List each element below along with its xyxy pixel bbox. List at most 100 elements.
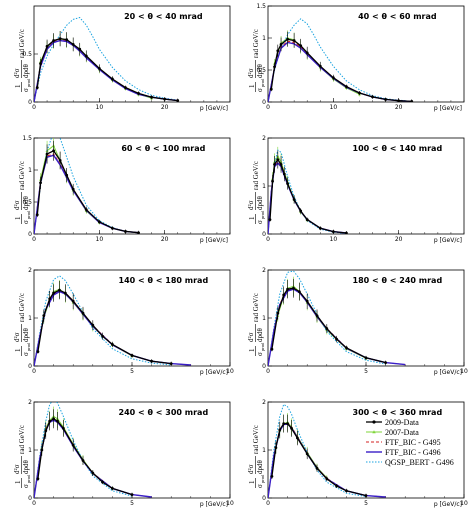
data-point-2009	[84, 208, 88, 212]
ylabel-part: σ	[22, 484, 30, 488]
data-point-2009	[111, 343, 114, 346]
y-tick-label: 1	[262, 447, 266, 454]
series-line-ftf495	[34, 290, 191, 366]
ylabel-part: prod	[260, 210, 265, 219]
x-tick-label: 0	[266, 500, 270, 507]
data-point-2009	[71, 187, 75, 191]
x-tick-label: 10	[96, 236, 104, 243]
x-tick-label: 10	[96, 104, 104, 111]
panel-1: 0 10 20 0 0.5 20 < θ < 40 mrad p [GeV/c] 1σprod…	[13, 5, 231, 112]
x-tick-label: 10	[226, 500, 234, 507]
x-tick-label: 5	[130, 500, 134, 507]
x-axis-label: p [GeV/c]	[434, 105, 462, 112]
data-point-2009	[130, 493, 134, 497]
series-group	[268, 270, 406, 366]
legend-label: 2007-Data	[385, 428, 419, 437]
data-point-2009	[286, 37, 289, 41]
data-point-2009	[325, 327, 329, 330]
ylabel-part: rad GeV/c	[18, 161, 26, 190]
data-point-2009	[97, 220, 101, 224]
data-point-2009	[163, 97, 167, 101]
ylabel-part: prod	[26, 210, 31, 219]
series-line-ftf496	[34, 419, 152, 498]
panel-title: 60 < θ < 100 mrad	[121, 144, 205, 153]
series-line-ftf495	[268, 40, 412, 102]
data-point-2009	[305, 452, 309, 456]
data-point-2009	[276, 158, 280, 162]
data-point-2009	[35, 86, 39, 89]
series-line-ftf496	[268, 162, 347, 234]
x-tick-label: 5	[364, 368, 368, 375]
series-line-ftf495	[34, 418, 152, 498]
data-point-2009	[268, 218, 272, 222]
series-line-ftf496	[34, 290, 191, 366]
series-line-data2009	[270, 38, 412, 102]
ylabel-part: dpdθ	[22, 460, 30, 475]
series-line-data2009	[37, 289, 172, 365]
ylabel-part: dpdθ	[256, 460, 264, 475]
legend-marker	[372, 420, 376, 424]
x-axis-label: p [GeV/c]	[200, 105, 228, 112]
data-point-2009	[42, 314, 46, 317]
x-tick-label: 10	[460, 368, 468, 375]
y-tick-label: 0	[28, 363, 32, 370]
y-tick-label: 2	[262, 267, 266, 274]
series-group	[268, 18, 414, 102]
y-tick-label: 0	[262, 495, 266, 502]
ylabel-part: dpdθ	[256, 196, 264, 211]
data-point-2009	[91, 471, 95, 475]
data-point-2009	[290, 427, 293, 430]
series-line-ftf495	[34, 39, 178, 102]
data-point-2009	[299, 209, 303, 213]
data-point-2009	[45, 44, 49, 48]
series-line-ftf495	[268, 422, 386, 498]
y-tick-label: 0.5	[22, 199, 32, 206]
data-point-2009	[65, 38, 69, 41]
x-tick-label: 5	[130, 368, 134, 375]
ylabel-part: rad GeV/c	[18, 425, 26, 454]
data-point-2009	[48, 419, 52, 423]
ylabel-part: 1	[248, 84, 256, 88]
ylabel-part: d²σ	[13, 68, 21, 78]
panel-3: 0 10 20 0 0.5 1 1.5 60 < θ < 100 mrad p [GeV/c] 1…	[13, 135, 231, 244]
data-point-2009	[276, 49, 280, 53]
data-point-2009	[279, 43, 283, 46]
ylabel-part: d²σ	[247, 332, 255, 342]
ylabel-part: dpdθ	[256, 64, 264, 79]
data-point-2009	[331, 230, 335, 234]
data-point-2009	[71, 443, 75, 447]
series-line-qgsp	[34, 17, 178, 102]
data-point-2009	[299, 44, 303, 48]
data-point-2009	[71, 43, 75, 46]
y-tick-label: 0.5	[22, 51, 32, 58]
ylabel-part: σ	[22, 88, 30, 92]
data-point-2009	[58, 37, 62, 41]
data-point-2009	[137, 91, 140, 95]
ylabel-part: d²σ	[247, 68, 255, 78]
ylabel-part: d²σ	[13, 332, 21, 342]
data-point-2009	[358, 91, 361, 95]
series-line-ftf496	[34, 154, 139, 234]
x-tick-label: 0	[266, 236, 270, 243]
data-point-2009	[273, 163, 276, 166]
ylabel-part: 1	[14, 348, 22, 352]
data-point-2009	[45, 152, 49, 156]
data-point-2009	[101, 480, 104, 484]
data-point-2009	[270, 475, 274, 478]
x-axis-label: p [GeV/c]	[434, 369, 462, 376]
series-group	[268, 146, 348, 234]
data-point-2009	[273, 65, 276, 69]
data-point-2009	[292, 198, 296, 201]
data-point-2009	[345, 346, 348, 350]
x-tick-label: 10	[460, 500, 468, 507]
data-point-2009	[282, 172, 286, 176]
data-point-2009	[305, 218, 309, 222]
data-point-2009	[335, 484, 338, 488]
panel-title: 20 < θ < 40 mrad	[124, 12, 203, 21]
data-point-2009	[286, 182, 289, 186]
y-tick-label: 0	[28, 99, 32, 106]
data-point-2009	[296, 436, 299, 440]
data-point-2009	[130, 354, 134, 357]
